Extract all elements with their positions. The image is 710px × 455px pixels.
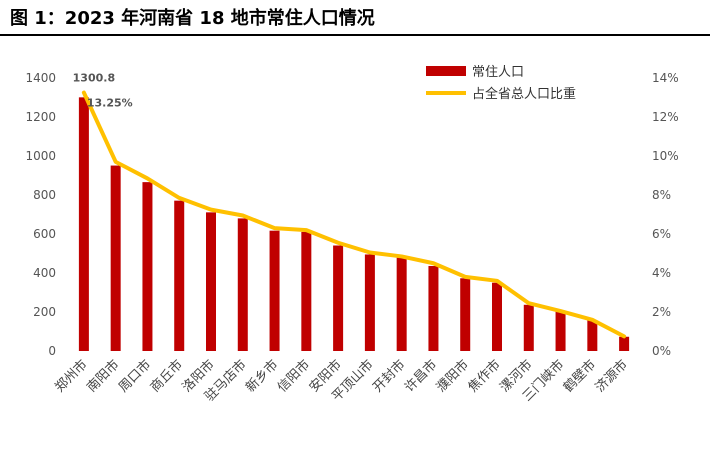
right-tick-label: 8% <box>652 188 671 202</box>
bar <box>301 231 312 351</box>
legend-label-bar: 常住人口 <box>472 65 524 80</box>
left-axis: 0 200 400 600 800 1000 1200 1400 <box>25 71 56 358</box>
data-label: 1300.8 <box>73 71 115 84</box>
bar <box>619 336 630 351</box>
bar <box>523 304 534 351</box>
line-series-share <box>81 90 627 339</box>
category-label: 信阳市 <box>274 357 313 396</box>
bar <box>142 182 153 351</box>
bar <box>333 245 344 351</box>
left-tick-label: 800 <box>33 188 56 202</box>
right-axis: 0% 2% 4% 6% 8% 10% 12% 14% <box>652 71 679 358</box>
bar <box>237 218 248 351</box>
category-label: 郑州市 <box>52 357 91 396</box>
bar <box>206 212 216 351</box>
bar <box>587 320 598 351</box>
bar <box>555 311 566 351</box>
figure-title: 图 1：2023 年河南省 18 地市常住人口情况 <box>10 8 375 29</box>
category-label: 开封市 <box>370 357 409 396</box>
right-tick-label: 12% <box>652 110 679 124</box>
data-labels: 1300.8 13.25% <box>73 71 133 109</box>
category-label: 商丘市 <box>147 357 186 396</box>
category-axis: 郑州市南阳市周口市商丘市洛阳市驻马店市新乡市信阳市安阳市平顶山市开封市许昌市濮阳… <box>52 357 631 405</box>
category-label: 周口市 <box>115 357 154 396</box>
legend-swatch-bar <box>426 66 466 76</box>
bar-series-resident-population <box>78 97 630 352</box>
bar <box>364 254 375 351</box>
left-tick-label: 1000 <box>25 149 56 163</box>
bar <box>110 165 121 351</box>
bar <box>78 97 89 352</box>
right-tick-label: 2% <box>652 305 671 319</box>
left-tick-label: 200 <box>33 305 56 319</box>
category-label: 济源市 <box>592 357 631 396</box>
title-rule <box>0 34 710 36</box>
category-label: 许昌市 <box>401 357 440 396</box>
bar <box>174 200 185 351</box>
right-tick-label: 10% <box>652 149 679 163</box>
category-label: 新乡市 <box>242 357 281 396</box>
share-line <box>81 90 627 339</box>
bar <box>428 265 439 351</box>
bar <box>269 230 280 351</box>
left-tick-label: 600 <box>33 227 56 241</box>
right-tick-label: 6% <box>652 227 671 241</box>
right-tick-label: 14% <box>652 71 679 85</box>
bar <box>396 257 407 351</box>
left-tick-label: 1400 <box>25 71 56 85</box>
category-label: 濮阳市 <box>433 357 472 396</box>
legend-label-line: 占全省总人口比重 <box>472 86 576 102</box>
left-tick-label: 400 <box>33 266 56 280</box>
right-tick-label: 4% <box>652 266 671 280</box>
bar <box>460 278 471 351</box>
category-label: 焦作市 <box>465 357 504 396</box>
left-tick-label: 0 <box>48 344 56 358</box>
category-label: 南阳市 <box>84 357 123 396</box>
data-label: 13.25% <box>87 97 133 110</box>
bar <box>492 282 502 351</box>
left-tick-label: 1200 <box>25 110 56 124</box>
right-tick-label: 0% <box>652 344 671 358</box>
category-label: 鹤壁市 <box>560 357 599 396</box>
